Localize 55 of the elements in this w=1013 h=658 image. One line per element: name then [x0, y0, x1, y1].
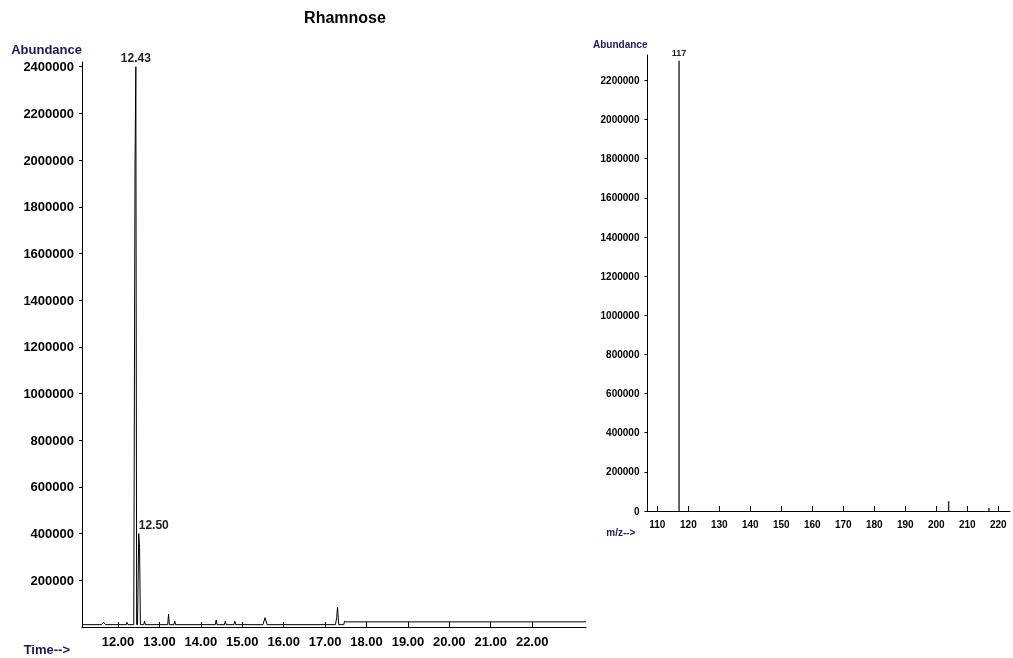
x-tick-label: 190	[896, 518, 915, 530]
x-tick-label: 14.00	[184, 634, 218, 649]
y-tick-label: 200000	[606, 466, 640, 478]
y-tick-label: 800000	[606, 348, 640, 360]
y-tick-label: 2400000	[23, 59, 74, 75]
x-tick-label: 12.00	[101, 634, 135, 649]
x-tick-label: 18.00	[350, 634, 383, 649]
x-tick-label: 160	[803, 518, 822, 530]
y-tick-label: 1600000	[600, 192, 640, 204]
x-axis-title: m/z-->	[606, 526, 636, 538]
y-tick-label: 800000	[30, 432, 74, 448]
x-tick-label: 150	[772, 518, 791, 530]
chart-title: Rhamnose	[304, 8, 386, 26]
y-axis-title: Abundance	[593, 38, 648, 50]
y-tick-label: 1000000	[600, 309, 640, 321]
x-tick-label: 120	[680, 518, 698, 530]
y-tick-label: 1200000	[600, 270, 640, 282]
y-tick-label: 600000	[606, 388, 640, 400]
y-tick-label: 1800000	[600, 153, 640, 165]
y-tick-label: 200000	[30, 572, 74, 588]
x-tick-label: 210	[958, 518, 977, 530]
x-axis-title: Time-->	[23, 642, 71, 657]
annotation: 12.50	[138, 517, 170, 532]
y-tick-label: 0	[633, 505, 640, 517]
y-tick-label: 2000000	[23, 152, 74, 168]
x-tick-label: 22.00	[515, 634, 549, 649]
x-tick-label: 13.00	[143, 634, 176, 649]
x-tick-label: 110	[649, 518, 666, 530]
y-tick-label: 1400000	[600, 231, 640, 243]
y-tick-label: 1000000	[23, 386, 74, 402]
y-tick-label: 1600000	[23, 245, 74, 261]
x-tick-label: 200	[927, 518, 946, 530]
x-tick-label: 17.00	[308, 634, 342, 649]
x-tick-label: 21.00	[474, 634, 508, 649]
annotation: 117	[671, 48, 687, 59]
x-tick-label: 19.00	[391, 634, 425, 649]
y-tick-label: 600000	[30, 479, 74, 495]
y-tick-label: 2000000	[600, 114, 640, 126]
x-tick-label: 180	[865, 518, 884, 530]
y-tick-label: 1800000	[23, 199, 74, 215]
y-tick-label: 2200000	[23, 105, 74, 121]
x-tick-label: 130	[711, 518, 729, 530]
x-tick-label: 220	[989, 518, 1007, 530]
y-axis-title: Abundance	[11, 42, 82, 57]
x-tick-label: 15.00	[226, 634, 259, 649]
x-tick-label: 140	[741, 518, 760, 530]
annotation: 12.43	[120, 50, 152, 65]
x-tick-label: 20.00	[433, 634, 466, 649]
y-tick-label: 2200000	[600, 74, 640, 86]
y-tick-label: 400000	[606, 427, 640, 439]
y-tick-label: 1400000	[23, 292, 74, 308]
y-tick-label: 400000	[30, 526, 74, 542]
y-tick-label: 1200000	[23, 339, 74, 355]
x-tick-label: 170	[834, 518, 853, 530]
x-tick-label: 16.00	[267, 634, 300, 649]
